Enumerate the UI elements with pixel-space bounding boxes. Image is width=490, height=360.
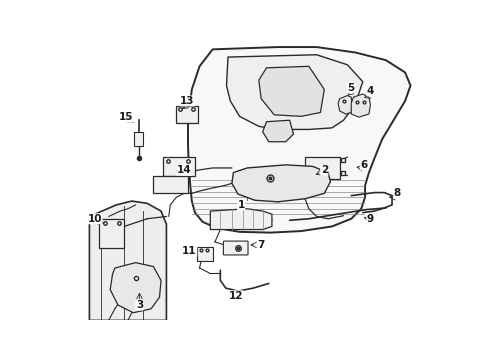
Text: 7: 7	[257, 240, 265, 250]
Polygon shape	[259, 66, 324, 116]
FancyBboxPatch shape	[163, 157, 195, 176]
Text: 4: 4	[367, 86, 374, 96]
Text: 12: 12	[228, 291, 243, 301]
Polygon shape	[226, 55, 363, 130]
Polygon shape	[188, 47, 411, 233]
Polygon shape	[210, 209, 272, 230]
Text: 3: 3	[136, 300, 143, 310]
FancyBboxPatch shape	[223, 241, 248, 255]
FancyBboxPatch shape	[197, 247, 213, 261]
Text: 1: 1	[238, 200, 245, 210]
Polygon shape	[263, 120, 294, 142]
FancyBboxPatch shape	[134, 132, 143, 145]
Polygon shape	[232, 165, 330, 202]
Text: 13: 13	[180, 96, 195, 106]
Text: 9: 9	[367, 214, 374, 224]
Text: 5: 5	[347, 83, 355, 93]
Text: 15: 15	[119, 112, 133, 122]
Text: 10: 10	[88, 214, 102, 224]
Text: 14: 14	[177, 165, 192, 175]
Polygon shape	[338, 95, 352, 114]
Text: 11: 11	[182, 246, 197, 256]
Text: 2: 2	[320, 165, 328, 175]
FancyBboxPatch shape	[99, 219, 124, 248]
FancyBboxPatch shape	[153, 176, 188, 193]
FancyBboxPatch shape	[305, 157, 340, 179]
Polygon shape	[89, 201, 167, 320]
FancyBboxPatch shape	[176, 106, 198, 123]
Text: 6: 6	[361, 160, 368, 170]
Text: 8: 8	[394, 188, 401, 198]
Polygon shape	[110, 263, 161, 313]
Polygon shape	[351, 94, 370, 117]
